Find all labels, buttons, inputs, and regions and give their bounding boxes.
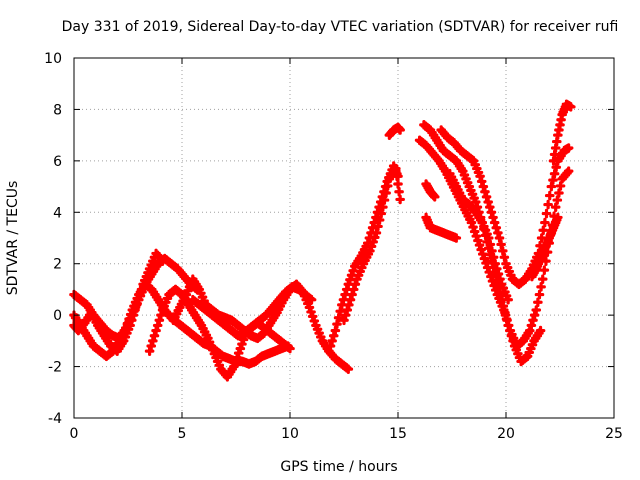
series-sat-o xyxy=(445,168,513,305)
chart-title: Day 331 of 2019, Sidereal Day-to-day VTE… xyxy=(62,19,619,35)
x-tick-label: 15 xyxy=(389,426,407,442)
series-layer xyxy=(69,99,576,382)
y-tick-label: 8 xyxy=(53,102,62,118)
y-tick-labels: -4 -2 0 2 4 6 8 10 xyxy=(44,51,62,427)
x-tick-label: 0 xyxy=(70,426,79,442)
x-tick-label: 10 xyxy=(281,426,299,442)
series-sat-k xyxy=(419,120,546,367)
x-tick-label: 25 xyxy=(605,426,623,442)
x-tick-label: 5 xyxy=(178,426,187,442)
y-tick-label: 6 xyxy=(53,154,62,170)
y-tick-label: 4 xyxy=(53,205,62,221)
tick-marks xyxy=(73,57,615,419)
y-axis-label: SDTVAR / TECUs xyxy=(5,181,21,296)
y-tick-label: 10 xyxy=(44,51,62,67)
plot-frame xyxy=(73,57,615,419)
y-tick-label: 0 xyxy=(53,308,62,324)
series-sat-h xyxy=(339,163,405,326)
x-tick-label: 20 xyxy=(497,426,515,442)
series-sat-f xyxy=(188,294,295,354)
grid-lines xyxy=(74,58,614,418)
y-tick-label: 2 xyxy=(53,257,62,273)
y-tick-label: -2 xyxy=(48,360,62,376)
series-sat-p xyxy=(548,99,576,166)
series-sat-i xyxy=(384,122,405,140)
x-tick-labels: 0 5 10 15 20 25 xyxy=(70,426,623,442)
series-sat-q xyxy=(527,212,563,282)
x-axis-label: GPS time / hours xyxy=(280,459,397,475)
series-sat-m xyxy=(421,212,462,243)
series-sat-n xyxy=(421,179,440,202)
y-tick-label: -4 xyxy=(48,411,62,427)
